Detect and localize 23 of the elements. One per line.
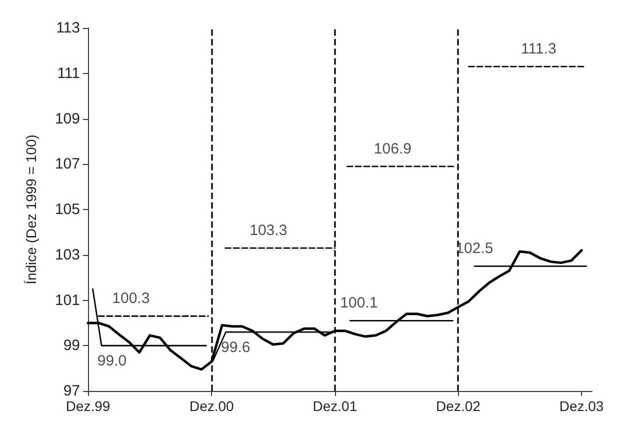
annotation: 106.9: [374, 140, 412, 158]
annotation: 102.5: [456, 240, 494, 258]
annotation: 100.3: [112, 290, 150, 308]
y-tick-label: 97: [63, 382, 80, 400]
y-tick-label: 113: [56, 20, 80, 36]
annotation: 100.1: [340, 294, 378, 312]
annotation: 99.0: [97, 352, 127, 370]
x-tick-label: Dez.00: [189, 398, 234, 414]
x-tick-label: Dez.02: [436, 398, 481, 414]
y-axis-title: Índice (Dez 1999 = 100): [23, 134, 39, 284]
y-tick-label: 107: [54, 156, 80, 173]
annotation: 103.3: [250, 222, 288, 240]
x-tick-label: Dez.99: [66, 398, 110, 414]
y-tick-label: 109: [54, 110, 80, 128]
y-tick-label: 103: [54, 246, 80, 264]
y-tick-label: 101: [54, 292, 80, 309]
annotation: 111.3: [520, 40, 556, 58]
x-tick-label: Dez.01: [312, 398, 358, 414]
x-tick-label: Dez.03: [559, 398, 604, 414]
y-tick-label: 111: [57, 64, 80, 82]
y-tick-label: 99: [63, 337, 80, 354]
annotation: 99.6: [221, 339, 250, 356]
y-tick-label: 105: [54, 201, 80, 218]
